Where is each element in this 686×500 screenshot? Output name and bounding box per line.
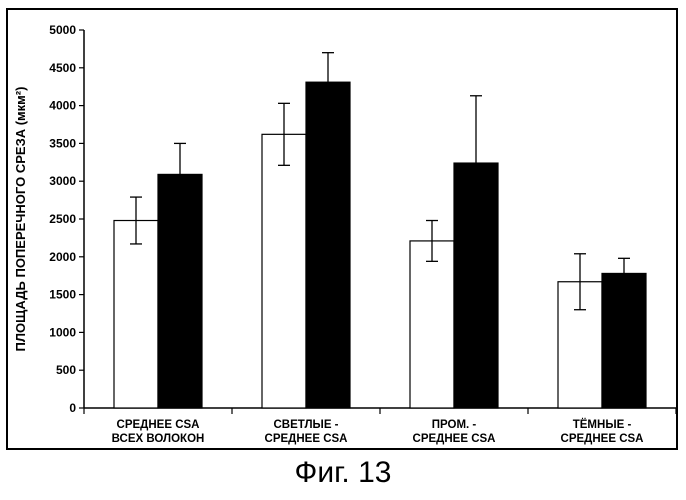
x-category-label: СВЕТЛЫЕ - СРЕДНЕЕ CSA <box>265 419 348 445</box>
y-tick-label: 4000 <box>49 99 76 113</box>
y-axis-label: ПЛОЩАДЬ ПОПЕРЕЧНОГО СРЕЗА (мкм²) <box>13 87 28 352</box>
y-tick-label: 3500 <box>49 136 76 150</box>
error-bars <box>130 53 630 310</box>
y-tick-label: 2500 <box>49 212 76 226</box>
x-category-label-line: ПРОМ. - <box>432 419 477 431</box>
bar-black <box>454 163 498 408</box>
bars <box>114 82 646 408</box>
x-category-label-line: ВСЕХ ВОЛОКОН <box>112 433 205 445</box>
y-tick-label: 2000 <box>49 250 76 264</box>
y-tick-label: 3000 <box>49 174 76 188</box>
x-category-label: ПРОМ. - СРЕДНЕЕ CSA <box>413 419 496 445</box>
bar-black <box>158 174 202 408</box>
y-axis-title: ПЛОЩАДЬ ПОПЕРЕЧНОГО СРЕЗА (мкм²) <box>13 87 28 352</box>
y-tick-label: 1500 <box>49 288 76 302</box>
y-tick-label: 500 <box>56 363 76 377</box>
y-tick-label: 4500 <box>49 61 76 75</box>
x-category-label-line: СРЕДНЕЕ CSA <box>117 419 200 431</box>
x-category-label: СРЕДНЕЕ CSA ВСЕХ ВОЛОКОН <box>112 419 205 445</box>
bar-white <box>262 134 306 408</box>
y-tick-label: 5000 <box>49 23 76 37</box>
x-category-label-line: СРЕДНЕЕ CSA <box>265 433 348 445</box>
bar-black <box>602 273 646 408</box>
x-category-label-line: ТЁМНЫЕ - <box>573 418 632 431</box>
y-tick-label: 1000 <box>49 325 76 339</box>
y-tick-label: 0 <box>69 401 76 415</box>
x-category-label-line: СРЕДНЕЕ CSA <box>413 433 496 445</box>
figure-caption: Фиг. 13 <box>0 456 686 490</box>
bar-white <box>114 221 158 408</box>
x-category-labels: СРЕДНЕЕ CSA ВСЕХ ВОЛОКОН СВЕТЛЫЕ - СРЕДНЕЕ … <box>112 418 644 445</box>
y-tick-labels: 0 500 1000 1500 2000 2500 3000 3500 4000 4500 5000 <box>49 23 76 415</box>
x-category-label-line: СРЕДНЕЕ CSA <box>561 433 644 445</box>
bar-white <box>410 241 454 408</box>
bar-black <box>306 82 350 408</box>
x-category-label: ТЁМНЫЕ - СРЕДНЕЕ CSA <box>561 418 644 445</box>
x-category-label-line: СВЕТЛЫЕ - <box>273 419 338 431</box>
